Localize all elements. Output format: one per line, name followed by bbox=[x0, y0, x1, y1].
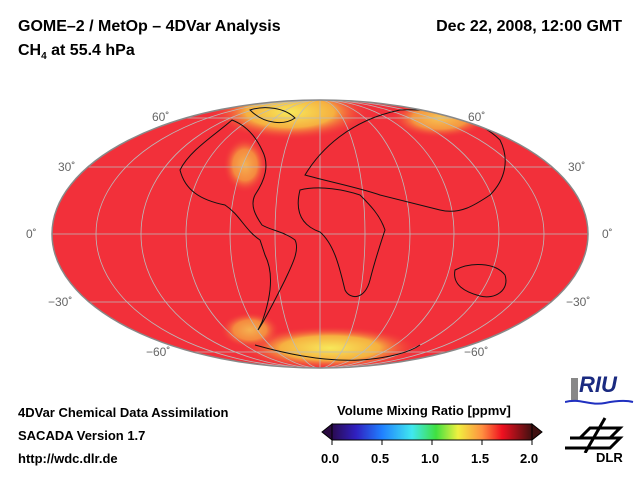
lat-label-right-0: 0˚ bbox=[602, 227, 613, 241]
colorbar-over-arrow bbox=[531, 422, 543, 442]
lat-label-left-0: 0˚ bbox=[26, 227, 37, 241]
colorbar-tick-2: 1.0 bbox=[421, 451, 440, 466]
pressure-level: at 55.4 hPa bbox=[46, 42, 135, 59]
high-ch4-southwest bbox=[220, 312, 280, 348]
colorbar-tick-1: 0.5 bbox=[371, 451, 390, 466]
species: CH bbox=[18, 42, 42, 59]
riu-tower-icon bbox=[571, 378, 578, 400]
colorbar-tick-0: 0.0 bbox=[321, 451, 340, 466]
riu-logo: RIU bbox=[565, 372, 635, 408]
footer-line-1: 4DVar Chemical Data Assimilation bbox=[18, 405, 229, 420]
map-outline bbox=[51, 99, 589, 369]
riu-logo-text: RIU bbox=[579, 372, 617, 397]
species-level: CH4 at 55.4 hPa bbox=[18, 42, 135, 62]
lat-label-right-60: 60˚ bbox=[468, 110, 486, 124]
high-ch4-north bbox=[210, 100, 370, 140]
lat-label-left-m60: −60˚ bbox=[146, 345, 171, 359]
colorbar-gradient bbox=[331, 423, 533, 441]
lat-label-left-m30: −30˚ bbox=[48, 295, 73, 309]
dlr-logo-icon bbox=[565, 417, 624, 453]
lat-label-right-m60: −60˚ bbox=[464, 345, 489, 359]
datetime: Dec 22, 2008, 12:00 GMT bbox=[436, 18, 622, 35]
high-ch4-northwest bbox=[223, 137, 267, 193]
colorbar bbox=[321, 422, 543, 445]
colorbar-under-arrow bbox=[321, 422, 333, 442]
graticule bbox=[52, 100, 588, 368]
lat-label-right-30: 30˚ bbox=[568, 160, 586, 174]
footer-url[interactable]: http://wdc.dlr.de bbox=[18, 451, 118, 466]
species-subscript: 4 bbox=[41, 51, 47, 63]
lat-label-left-30: 30˚ bbox=[58, 160, 76, 174]
lat-label-right-m30: −30˚ bbox=[566, 295, 591, 309]
dlr-logo-text: DLR bbox=[596, 450, 623, 465]
map-title: GOME–2 / MetOp – 4DVar Analysis bbox=[18, 18, 281, 35]
colorbar-title: Volume Mixing Ratio [ppmv] bbox=[337, 403, 511, 418]
riu-wave-icon bbox=[565, 399, 634, 405]
colorbar-tick-3: 1.5 bbox=[471, 451, 490, 466]
footer-line-2: SACADA Version 1.7 bbox=[18, 428, 146, 443]
coastlines bbox=[179, 107, 507, 361]
lat-label-left-60: 60˚ bbox=[152, 110, 170, 124]
colorbar-tick-4: 2.0 bbox=[520, 451, 539, 466]
